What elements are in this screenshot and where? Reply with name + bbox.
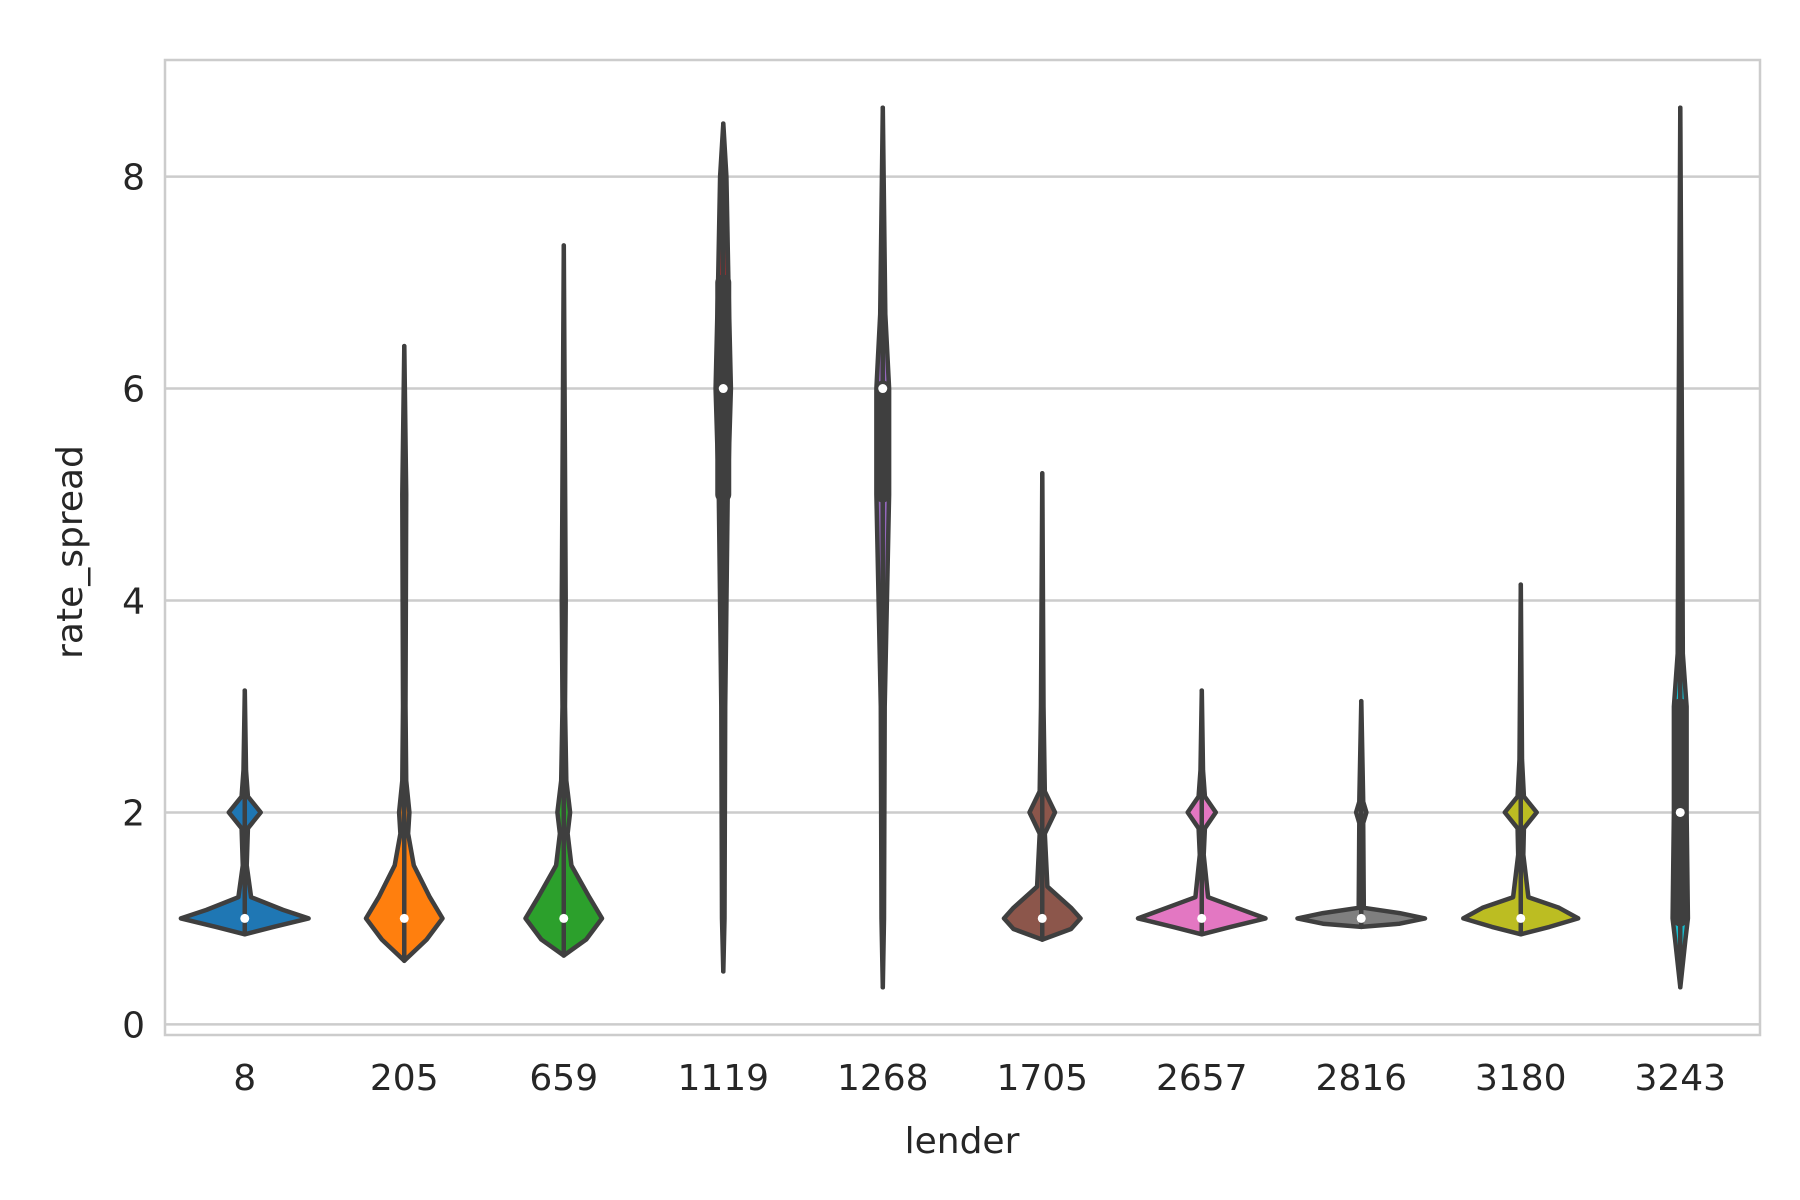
violin-median xyxy=(399,913,409,923)
violin-median xyxy=(559,913,569,923)
x-tick-label: 8 xyxy=(233,1058,256,1099)
violin-median xyxy=(1516,913,1526,923)
y-tick-labels: 0 2 4 6 8 xyxy=(122,158,145,1047)
violin-median xyxy=(1356,913,1366,923)
y-tick-label: 8 xyxy=(122,158,145,199)
violin-median xyxy=(1037,913,1047,923)
x-tick-label: 1705 xyxy=(996,1058,1088,1099)
violin xyxy=(874,105,892,990)
y-tick-label: 0 xyxy=(122,1005,145,1046)
x-axis-label: lender xyxy=(905,1121,1020,1162)
violin-median xyxy=(878,384,888,394)
violin xyxy=(1001,471,1083,942)
x-tick-label: 659 xyxy=(529,1058,598,1099)
violin xyxy=(1135,688,1268,937)
violin-median xyxy=(718,384,728,394)
x-tick-label: 1119 xyxy=(677,1058,769,1099)
y-gridlines xyxy=(165,175,1760,1026)
violin xyxy=(1295,698,1428,930)
y-tick-label: 4 xyxy=(122,581,145,622)
y-tick-label: 2 xyxy=(122,793,145,834)
x-tick-label: 2657 xyxy=(1156,1058,1248,1099)
violin-median xyxy=(1197,913,1207,923)
violin xyxy=(178,688,311,937)
x-tick-label: 2816 xyxy=(1315,1058,1407,1099)
plot-frame xyxy=(163,58,1762,1037)
violin xyxy=(363,343,445,964)
violin xyxy=(713,121,734,974)
violin-median xyxy=(240,913,250,923)
x-tick-label: 1268 xyxy=(837,1058,929,1099)
y-axis-label: rate_spread xyxy=(50,445,91,659)
x-tick-label: 3243 xyxy=(1634,1058,1726,1099)
violins xyxy=(178,105,1691,990)
violin xyxy=(1461,582,1581,937)
x-tick-label: 3180 xyxy=(1475,1058,1567,1099)
violin xyxy=(523,243,605,958)
x-tick-label: 205 xyxy=(370,1058,439,1099)
plot-background xyxy=(165,60,1760,1035)
x-tick-labels: 8 205 659 1119 1268 1705 2657 2816 3180 3243 xyxy=(233,1058,1726,1099)
violin xyxy=(1670,105,1691,990)
y-tick-label: 6 xyxy=(122,370,145,411)
violin-median xyxy=(1675,807,1685,817)
